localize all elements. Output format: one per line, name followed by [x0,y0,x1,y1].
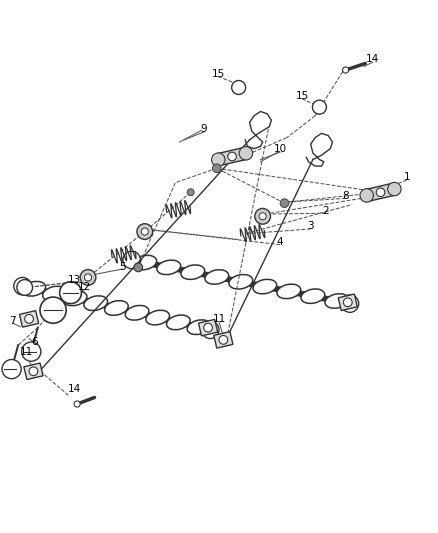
Circle shape [341,295,359,312]
Circle shape [25,314,33,323]
Text: 10: 10 [274,144,287,155]
Text: 14: 14 [366,54,379,64]
Circle shape [312,100,326,114]
Circle shape [74,401,80,407]
Circle shape [85,274,92,281]
Circle shape [376,188,385,197]
Text: 14: 14 [67,384,81,394]
Circle shape [280,199,289,207]
Text: 9: 9 [201,124,207,134]
Ellipse shape [277,284,301,298]
Circle shape [123,251,141,269]
Circle shape [14,277,31,295]
Polygon shape [214,332,233,348]
Text: 13: 13 [68,274,81,285]
Text: 12: 12 [78,282,91,293]
Circle shape [40,297,66,323]
Circle shape [80,270,96,285]
Ellipse shape [325,294,349,308]
Ellipse shape [84,296,108,311]
Text: 2: 2 [323,206,329,216]
Circle shape [204,323,212,332]
Circle shape [137,224,152,239]
Circle shape [17,280,32,295]
Circle shape [360,189,374,202]
Circle shape [343,67,349,73]
Ellipse shape [253,279,277,294]
Circle shape [232,80,246,94]
Text: 3: 3 [307,221,314,231]
Circle shape [259,213,266,220]
Circle shape [388,182,401,196]
Ellipse shape [205,270,229,284]
Ellipse shape [105,301,128,316]
Polygon shape [338,294,357,311]
Circle shape [134,263,143,272]
Text: 8: 8 [343,191,349,201]
Ellipse shape [22,281,46,296]
Text: 6: 6 [32,337,38,346]
Ellipse shape [133,255,157,270]
Text: 5: 5 [119,262,125,271]
Circle shape [187,189,194,196]
Polygon shape [365,183,396,201]
Circle shape [2,359,21,379]
Circle shape [212,164,221,173]
Circle shape [239,147,253,160]
Text: 1: 1 [403,172,410,182]
Ellipse shape [125,305,149,320]
Text: 4: 4 [277,238,283,247]
Polygon shape [24,363,43,379]
Ellipse shape [187,320,211,335]
Text: 11: 11 [20,346,34,357]
Circle shape [219,335,228,344]
Text: 15: 15 [295,91,309,101]
Ellipse shape [301,289,325,303]
Ellipse shape [42,286,66,301]
Polygon shape [198,319,218,336]
Text: 7: 7 [10,316,16,326]
Polygon shape [20,311,39,327]
Ellipse shape [157,260,180,274]
Circle shape [201,321,219,338]
Ellipse shape [229,274,253,289]
Text: 11: 11 [212,314,226,324]
Circle shape [228,152,237,161]
Text: 15: 15 [212,69,225,78]
Ellipse shape [146,310,170,325]
Circle shape [60,282,81,304]
Ellipse shape [181,265,205,279]
Circle shape [29,367,38,376]
Circle shape [343,298,352,306]
Circle shape [255,208,271,224]
Polygon shape [217,147,247,166]
Circle shape [21,342,41,361]
Circle shape [212,153,225,166]
Ellipse shape [64,291,87,306]
Ellipse shape [166,315,190,330]
Circle shape [141,228,148,235]
